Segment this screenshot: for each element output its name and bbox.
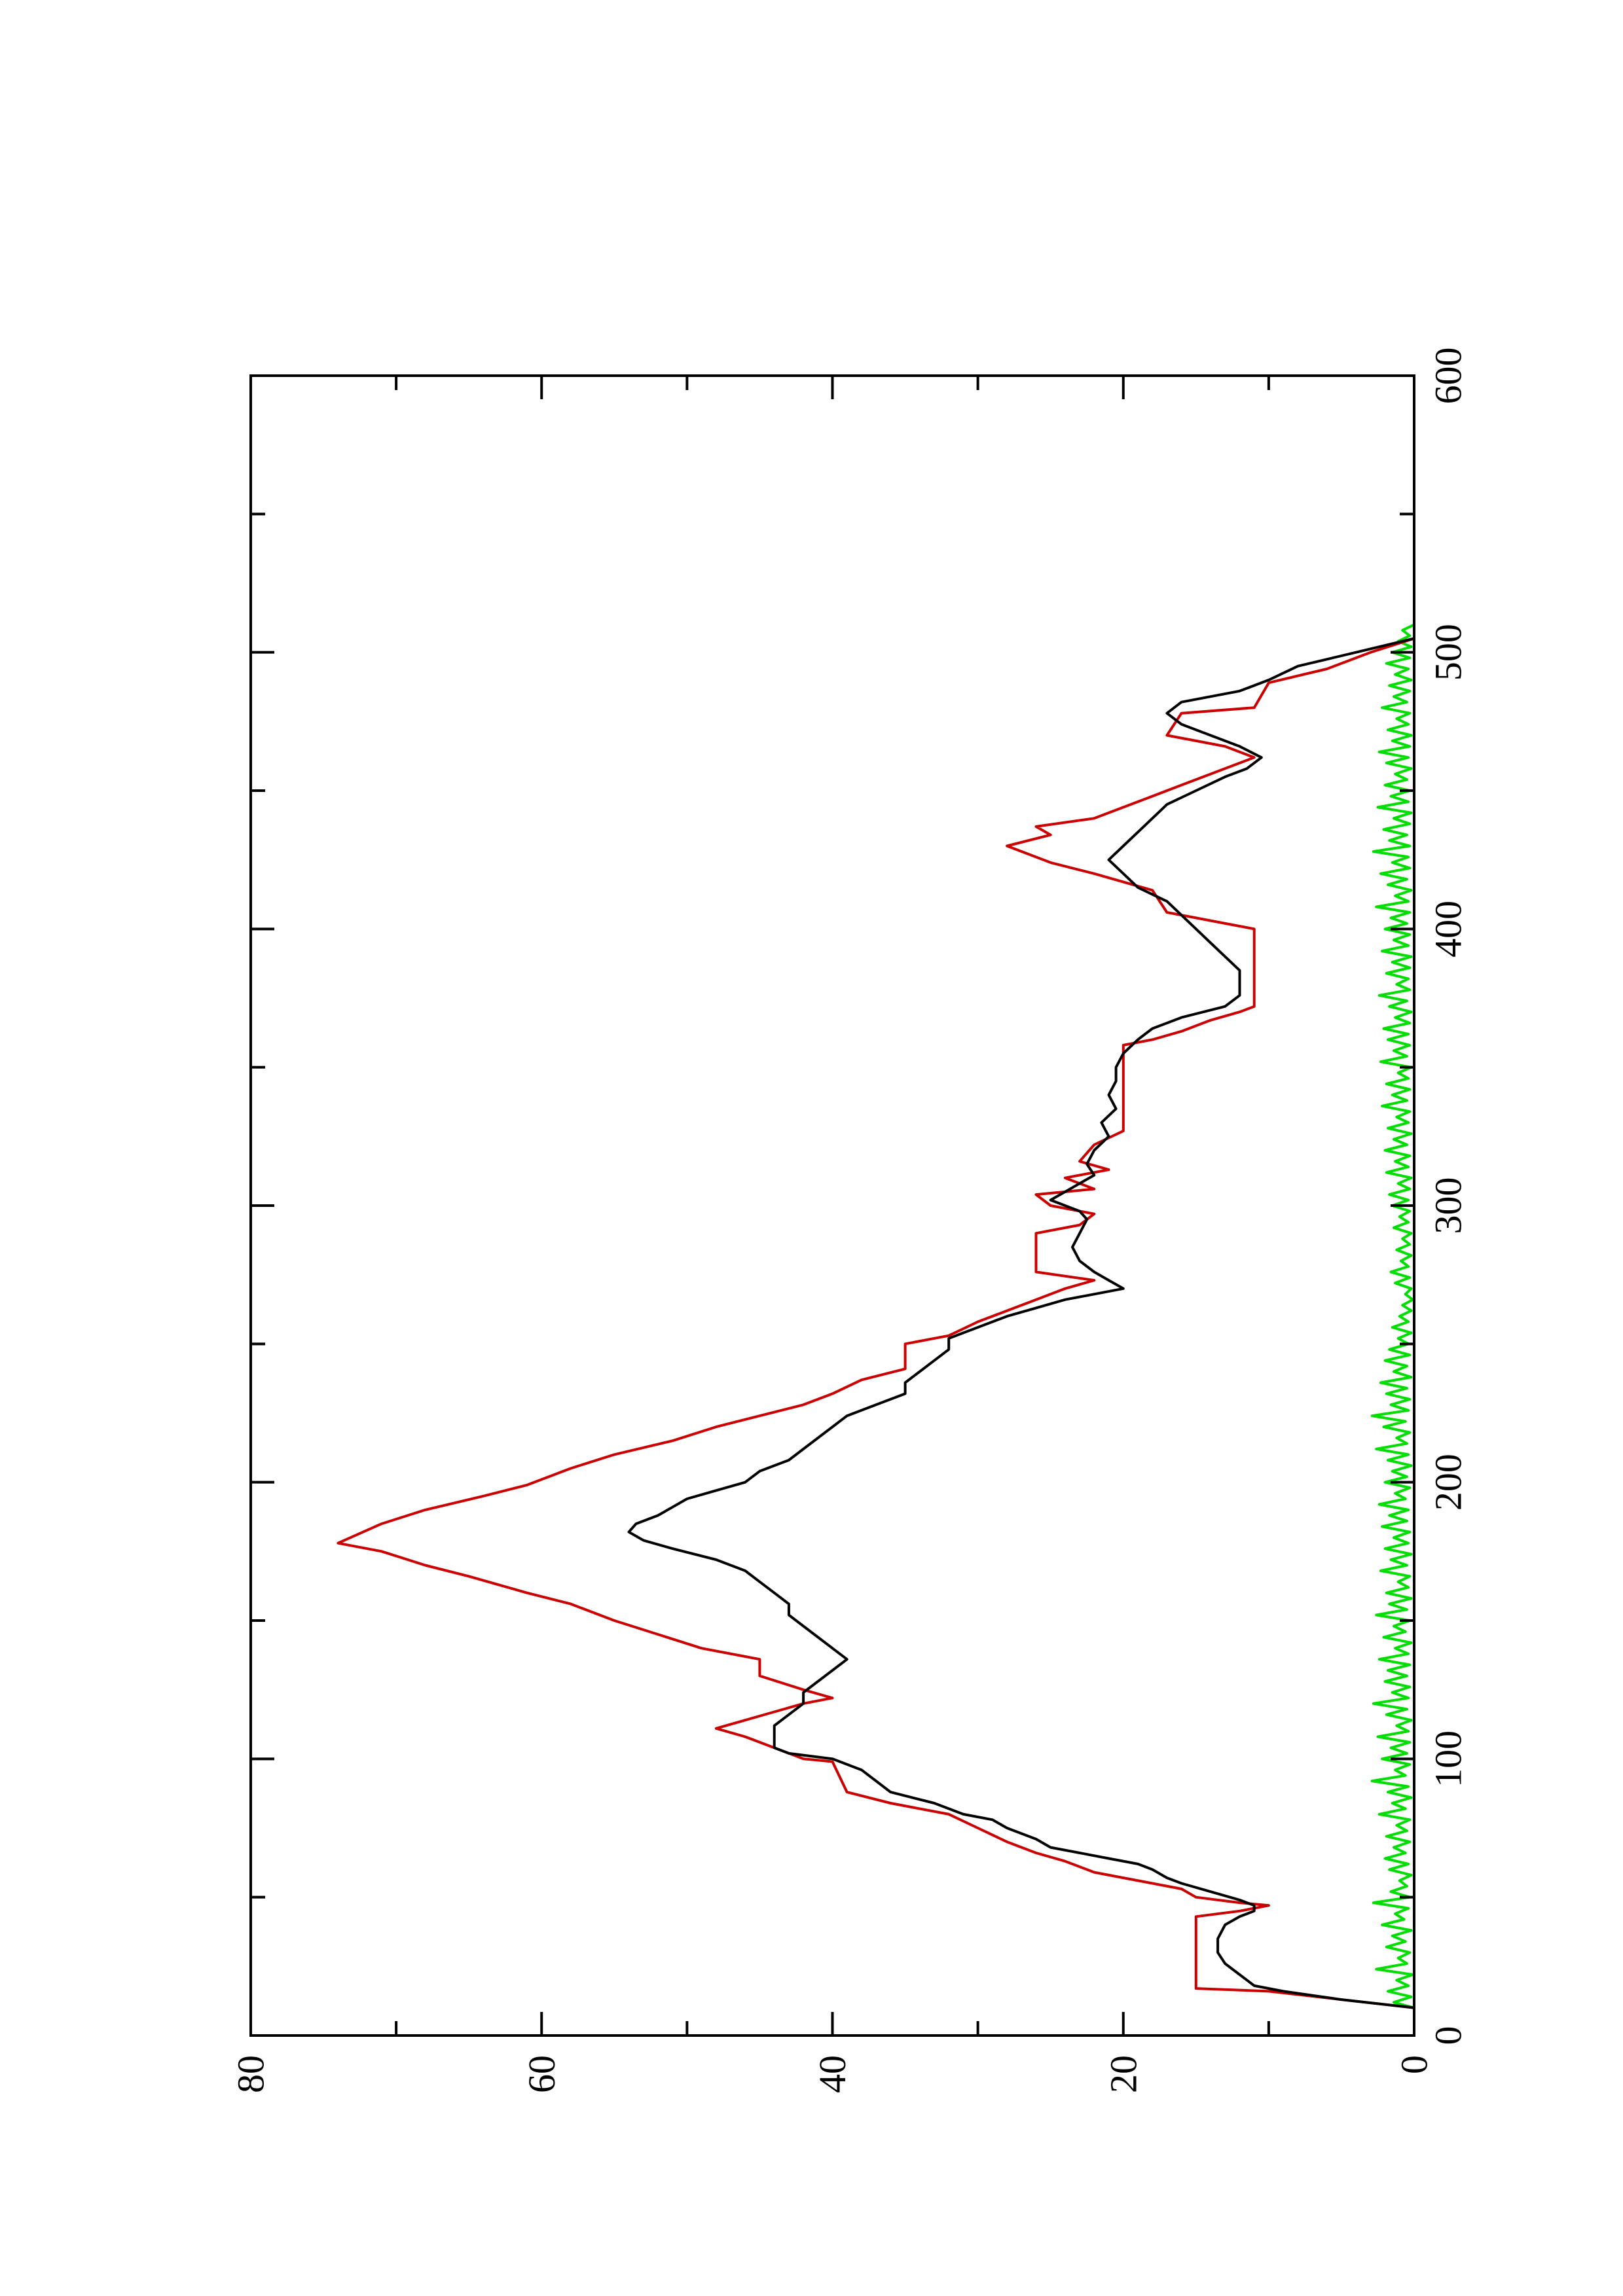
x-tick-label: 100 (1427, 1731, 1470, 1787)
series-line-2 (1370, 623, 1415, 2009)
y-tick-label: 20 (1102, 2055, 1144, 2093)
y-tick-label: 80 (230, 2055, 272, 2093)
y-tick-label: 40 (811, 2055, 854, 2093)
plot-area (337, 597, 1415, 2036)
x-tick-label: 500 (1427, 624, 1470, 681)
x-tick-label: 300 (1427, 1177, 1470, 1234)
plot-frame (249, 374, 1415, 2037)
series-line-1 (627, 597, 1415, 2036)
series-line-0 (337, 597, 1415, 2036)
x-tick-label: 600 (1427, 348, 1470, 404)
axis-tick-labels: 0 100 200 300 400 500 600 0 20 40 60 80 (230, 348, 1470, 2094)
x-tick-label: 200 (1427, 1454, 1470, 1511)
x-tick-label: 0 (1427, 2026, 1470, 2045)
y-tick-label: 0 (1393, 2055, 1436, 2074)
x-tick-label: 400 (1427, 901, 1470, 958)
y-tick-label: 60 (520, 2055, 563, 2093)
